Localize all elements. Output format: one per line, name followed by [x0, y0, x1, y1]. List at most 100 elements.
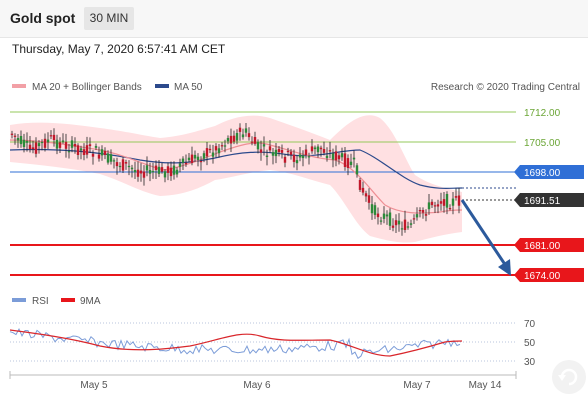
candle-body — [163, 171, 167, 178]
candle-body — [313, 147, 317, 150]
candle-body — [43, 138, 47, 148]
candle-body — [265, 155, 269, 157]
x-label-may7: May 7 — [403, 380, 431, 391]
timeframe-button[interactable]: 30 MIN — [84, 7, 134, 30]
level-tag-1681 — [514, 238, 584, 252]
candle-body — [25, 141, 29, 143]
instrument-title: Gold spot — [10, 10, 76, 26]
candle-body — [145, 165, 149, 171]
candle-body — [175, 169, 179, 175]
candle-body — [214, 146, 218, 151]
candle-body — [67, 151, 71, 153]
candle-body — [250, 141, 254, 143]
last-price-label: 1691.51 — [524, 196, 561, 207]
candle-body — [121, 159, 125, 171]
rsi-axis-50: 50 — [524, 338, 536, 349]
candlesticks — [10, 123, 461, 236]
candle-body — [40, 141, 44, 144]
candle-body — [229, 135, 233, 144]
candle-body — [154, 165, 158, 170]
candle-body — [112, 160, 116, 162]
candle-body — [283, 156, 287, 163]
candle-body — [94, 146, 98, 148]
candle-body — [208, 148, 212, 151]
candle-body — [403, 219, 407, 230]
ma9-legend-swatch — [61, 298, 75, 302]
candle-body — [424, 214, 428, 216]
candle-body — [292, 154, 296, 162]
candle-body — [394, 220, 398, 226]
candle-body — [325, 155, 329, 158]
refresh-button[interactable] — [552, 360, 586, 394]
candle-body — [364, 193, 368, 197]
candle-body — [274, 149, 278, 157]
candle-body — [157, 166, 161, 174]
candle-body — [55, 139, 59, 149]
candle-body — [166, 166, 170, 173]
candle-body — [304, 149, 308, 155]
candle-body — [169, 167, 173, 177]
candle-body — [268, 146, 272, 151]
candle-body — [124, 162, 128, 164]
candle-body — [334, 151, 338, 161]
candle-body — [220, 145, 224, 147]
candle-body — [427, 202, 431, 210]
candle-body — [256, 142, 260, 150]
candle-body — [331, 153, 335, 160]
candle-body — [106, 153, 110, 163]
candle-body — [262, 144, 266, 147]
candle-body — [73, 144, 77, 147]
candle-body — [406, 226, 410, 228]
candle-body — [46, 139, 50, 143]
candle-body — [193, 154, 197, 159]
chart-datetime: Thursday, May 7, 2020 6:57:41 AM CET — [12, 42, 226, 56]
candle-body — [457, 195, 461, 206]
candle-body — [343, 153, 347, 167]
candle-body — [34, 142, 38, 154]
candle-body — [358, 180, 362, 190]
candle-body — [454, 196, 458, 198]
candle-body — [355, 165, 359, 175]
candle-body — [22, 139, 26, 147]
candle-body — [328, 150, 332, 152]
candle-body — [397, 220, 401, 225]
bollinger-band — [10, 115, 462, 243]
candle-body — [118, 165, 122, 168]
level-tag-1674 — [514, 268, 584, 282]
ma20-legend-swatch — [12, 84, 26, 88]
candle-body — [31, 147, 35, 150]
candle-body — [232, 135, 236, 142]
candle-body — [241, 134, 245, 138]
candle-body — [277, 148, 281, 153]
candle-body — [130, 167, 134, 170]
candle-body — [136, 169, 140, 177]
candle-body — [448, 208, 452, 210]
candle-body — [235, 133, 239, 141]
candle-body — [436, 204, 440, 207]
candle-body — [76, 145, 80, 155]
x-label-may6: May 6 — [243, 380, 271, 391]
candle-body — [82, 149, 86, 155]
candle-body — [61, 140, 65, 142]
candle-body — [289, 151, 293, 155]
candle-body — [400, 228, 404, 230]
candle-body — [421, 210, 425, 213]
level-label-1681: 1681.00 — [524, 241, 561, 252]
candle-body — [259, 149, 263, 153]
candle-body — [271, 152, 275, 156]
candle-body — [115, 162, 119, 167]
candle-body — [361, 187, 365, 193]
candle-body — [337, 155, 341, 160]
ma50-legend-swatch — [155, 84, 169, 88]
candle-body — [142, 171, 146, 178]
candle-body — [280, 150, 284, 153]
rsi-axis-70: 70 — [524, 319, 536, 330]
level-tag-1698 — [514, 165, 584, 179]
candle-body — [370, 204, 374, 214]
ma9-legend-label: 9MA — [80, 296, 101, 307]
rsi-legend-swatch — [12, 298, 26, 302]
candle-body — [187, 157, 191, 161]
candle-body — [382, 213, 386, 219]
refresh-icon-arrow — [558, 375, 566, 381]
candle-body — [322, 149, 326, 153]
